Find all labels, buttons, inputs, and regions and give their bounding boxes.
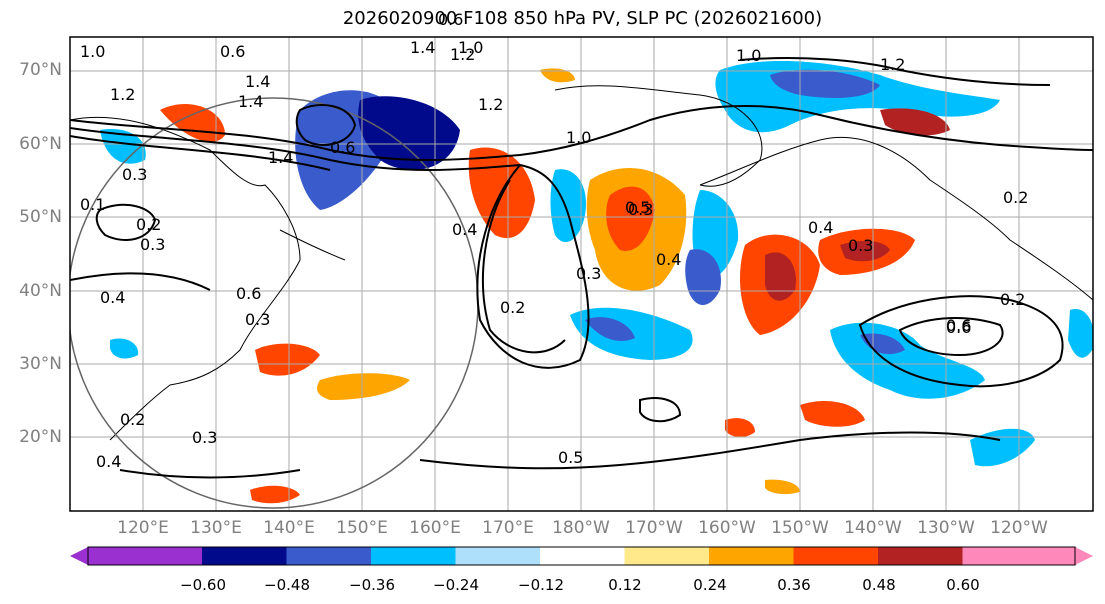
lon-label-130w: 130°W	[917, 518, 975, 538]
contour-label: 0.6	[220, 42, 246, 61]
lon-label-130e: 130°E	[190, 518, 242, 538]
colorbar-extend-low	[70, 547, 88, 565]
contour-label: 1.2	[110, 85, 136, 104]
contour-label: 0.4	[452, 220, 478, 239]
contour-label: 0.3	[245, 310, 271, 329]
contour-label: 1.4	[268, 148, 294, 167]
colorbar-swatch	[540, 547, 625, 565]
contour-label: 1.4	[238, 92, 264, 111]
colorbar-swatch	[371, 547, 456, 565]
colorbar-tick: 0.12	[608, 576, 642, 594]
lon-label-170w: 170°W	[625, 518, 683, 538]
contour-label: 1.2	[880, 55, 906, 74]
lon-label-120w: 120°W	[990, 518, 1048, 538]
lat-label-40n: 40°N	[19, 281, 62, 301]
contour-label: 0.3	[122, 165, 148, 184]
contour-label: 1.0	[566, 128, 592, 147]
contour-label: 0.2	[1000, 290, 1026, 309]
lon-label-150w: 150°W	[771, 518, 829, 538]
contour-label: 1.2	[478, 95, 504, 114]
map-frame	[69, 36, 1094, 512]
contour-label: 0.2	[1003, 188, 1029, 207]
lon-label-160w: 160°W	[698, 518, 756, 538]
contour-label: 1.4	[410, 38, 436, 57]
lat-label-50n: 50°N	[19, 207, 62, 227]
contour-label: 1.2	[450, 45, 476, 64]
colorbar-tick: −0.12	[518, 576, 564, 594]
contour-label: 0.1	[80, 195, 106, 214]
lon-label-140e: 140°E	[263, 518, 315, 538]
colorbar-tick: −0.24	[433, 576, 479, 594]
map-grid	[70, 37, 1093, 511]
contour-label: 1.0	[80, 42, 106, 61]
lon-label-120e: 120°E	[117, 518, 169, 538]
colorbar	[70, 546, 1093, 566]
colorbar-tick: −0.36	[349, 576, 395, 594]
lat-label-20n: 20°N	[19, 427, 62, 447]
contour-label: 0.3	[576, 264, 602, 283]
colorbar-tick: 0.60	[946, 576, 980, 594]
lat-label-30n: 30°N	[19, 354, 62, 374]
lat-label-70n: 70°N	[19, 60, 62, 80]
colorbar-extend-high	[1075, 547, 1093, 565]
contour-label: 0.6	[438, 10, 464, 29]
contour-label: 1.0	[736, 46, 762, 65]
contour-label: 0.4	[808, 218, 834, 237]
contour-label: 0.4	[100, 288, 126, 307]
contour-label: 0.3	[192, 428, 218, 447]
contour-label: 0.2	[136, 215, 162, 234]
colorbar-tick: −0.48	[264, 576, 310, 594]
colorbar-tick: −0.60	[180, 576, 226, 594]
contour-label: 0.3	[848, 236, 874, 255]
slp-contours	[70, 57, 1093, 479]
contour-label: 0.6	[236, 284, 262, 303]
contour-label: 0.5	[625, 198, 651, 217]
lon-label-150e: 150°E	[336, 518, 388, 538]
contour-label: 0.5	[558, 448, 584, 467]
contour-label: 0.4	[96, 452, 122, 471]
contour-label: 0.3	[628, 200, 654, 219]
colorbar-swatch	[202, 547, 287, 565]
colorbar-swatch	[793, 547, 878, 565]
colorbar-tick: 0.36	[777, 576, 811, 594]
contour-label: 1.4	[245, 72, 271, 91]
contour-label: 0.4	[656, 250, 682, 269]
colorbar-tick: 0.24	[693, 576, 727, 594]
colorbar-tick: 0.48	[862, 576, 896, 594]
colorbar-swatch	[88, 547, 202, 565]
lat-label-60n: 60°N	[19, 134, 62, 154]
lon-label-160e: 160°E	[409, 518, 461, 538]
map-title: 2026020900 F108 850 hPa PV, SLP PC (2026…	[342, 8, 823, 29]
contour-label: 0.2	[500, 298, 526, 317]
colorbar-swatch	[878, 547, 963, 565]
contour-label: 0.6	[946, 316, 972, 335]
colorbar-swatch	[455, 547, 540, 565]
contour-label: 0.3	[140, 235, 166, 254]
colorbar-swatch	[286, 547, 371, 565]
contour-label: 0.2	[120, 410, 146, 429]
colorbar-swatch	[962, 547, 1077, 565]
colorbar-swatch	[624, 547, 709, 565]
lon-label-140w: 140°W	[844, 518, 902, 538]
contour-label: 1.0	[458, 38, 484, 57]
lon-label-180w: 180°W	[552, 518, 610, 538]
colorbar-swatch	[709, 547, 794, 565]
lon-label-170e: 170°E	[482, 518, 534, 538]
contour-label: 0.6	[946, 318, 972, 337]
contour-label: 0.6	[330, 138, 356, 157]
